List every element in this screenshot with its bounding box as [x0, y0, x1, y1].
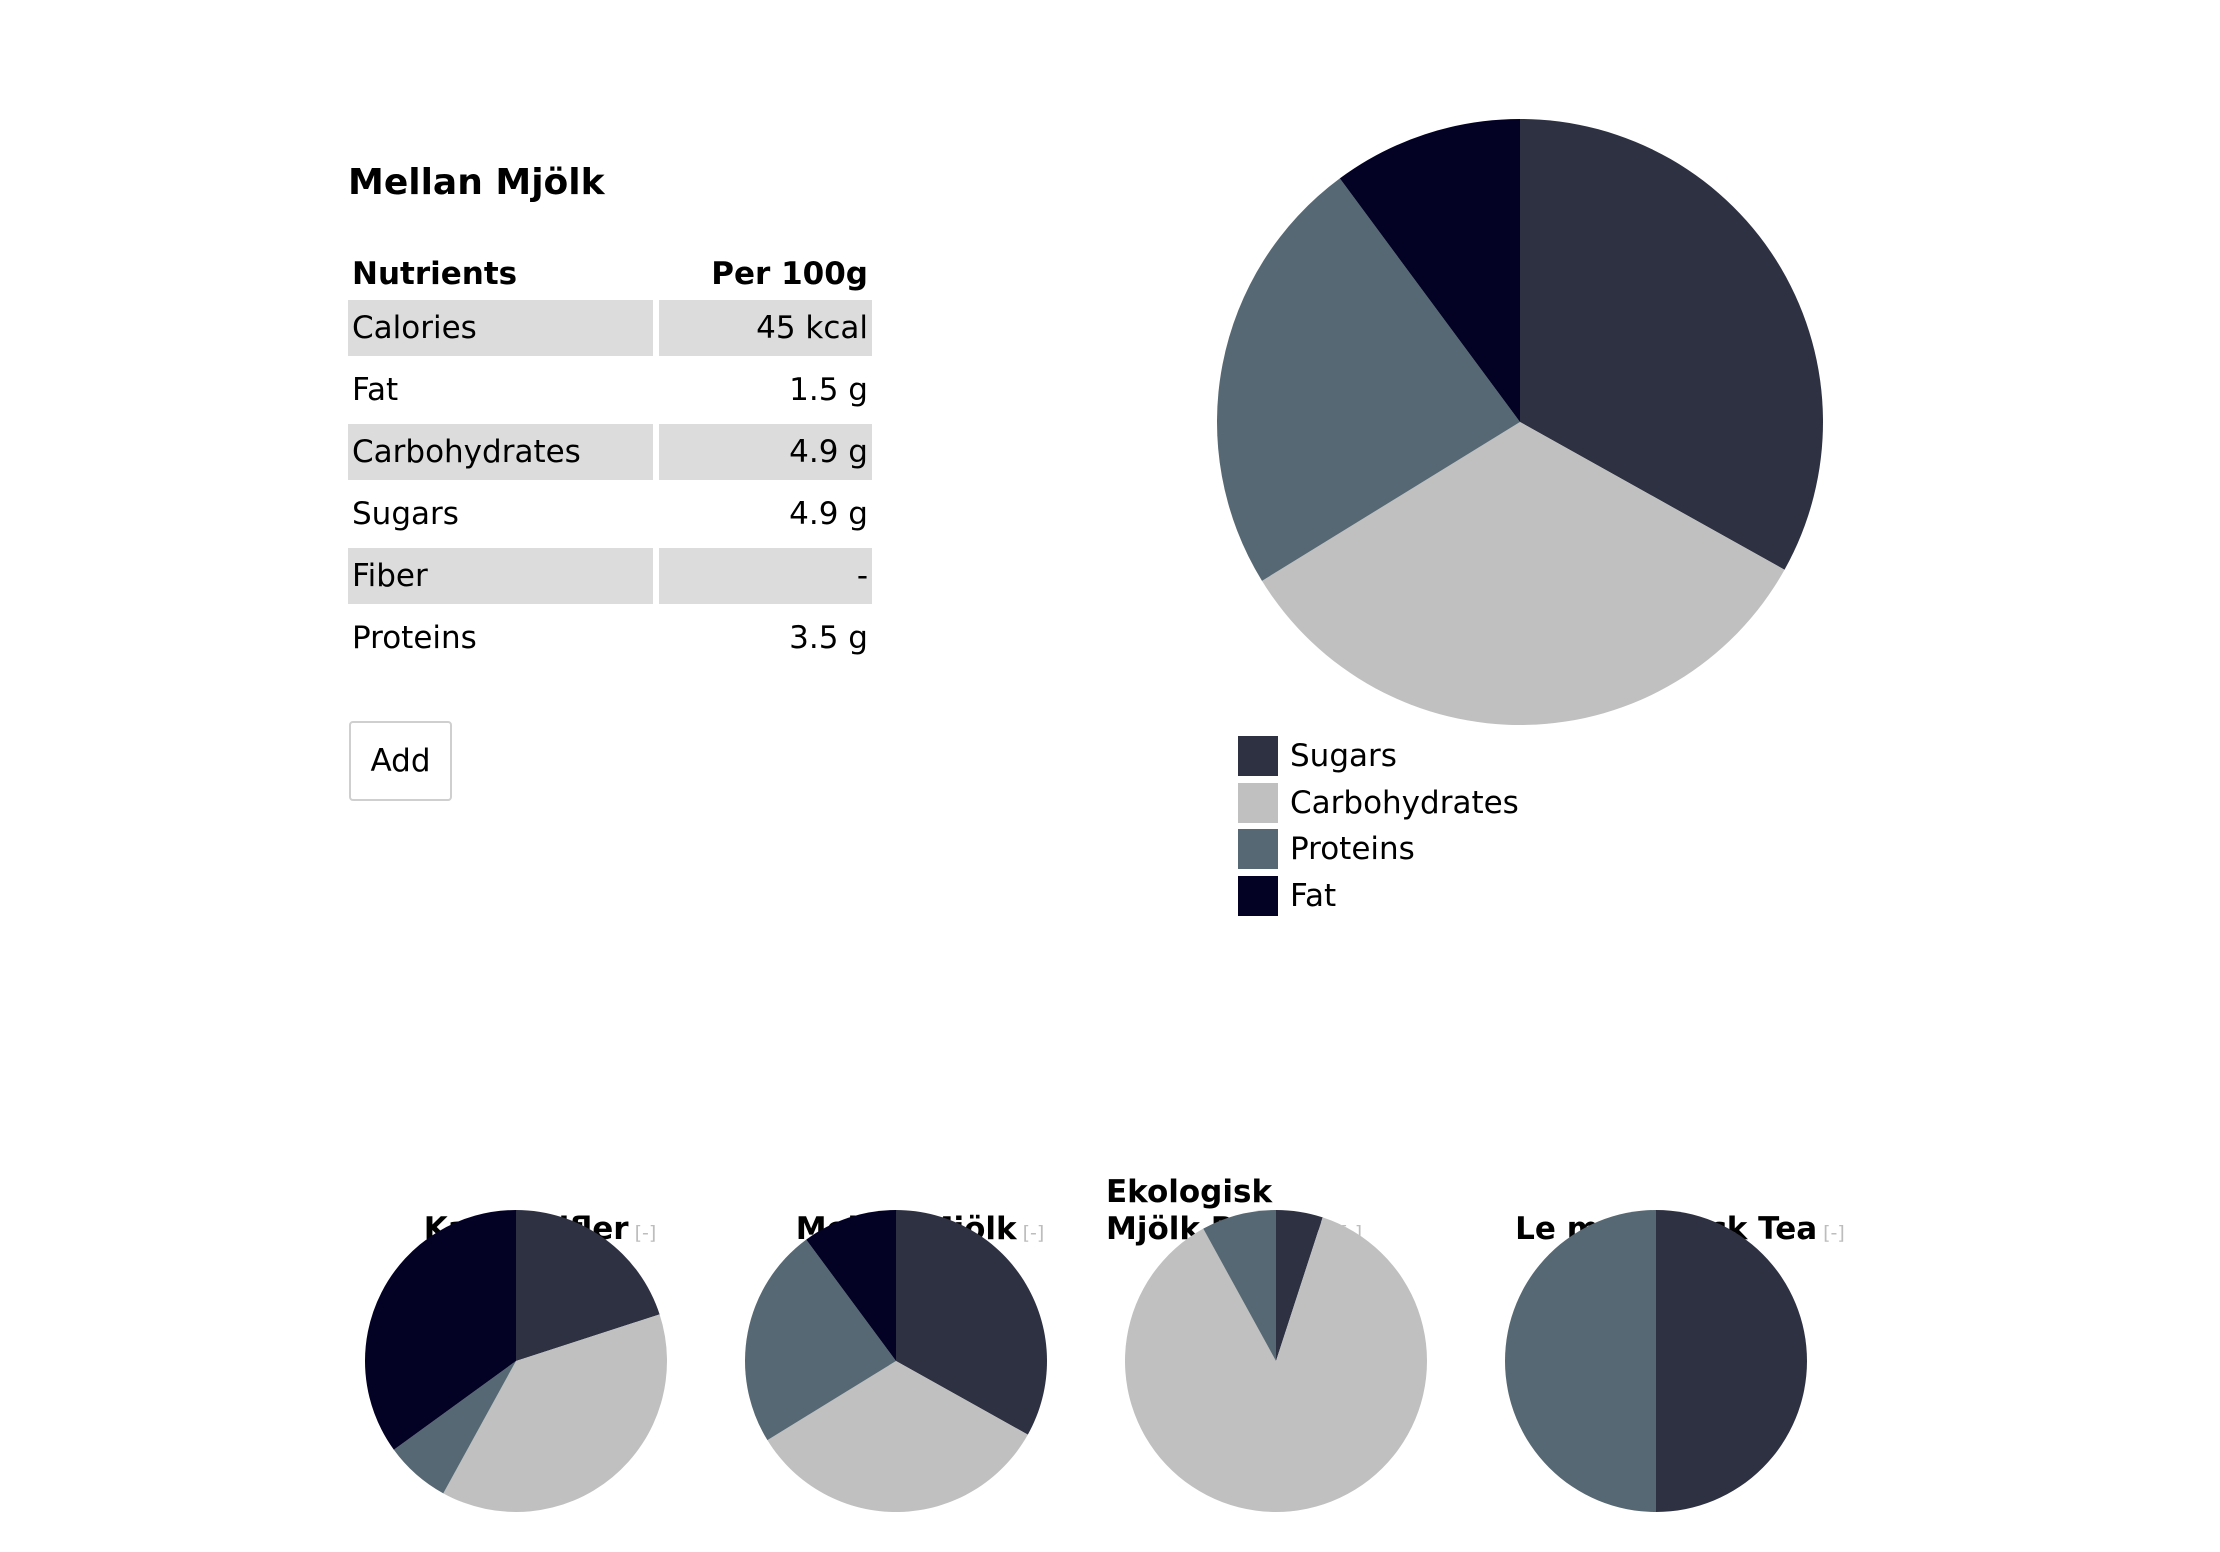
- legend-label: Proteins: [1290, 831, 1415, 868]
- nutrient-name: Sugars: [352, 496, 459, 532]
- legend-swatch-carbohydrates: [1238, 782, 1278, 823]
- pie-slice-carbohydrates: [443, 1314, 667, 1512]
- table-row: Fat 1.5 g: [348, 362, 872, 418]
- main-pie-chart: [1217, 119, 1823, 726]
- legend-label: Carbohydrates: [1290, 784, 1519, 821]
- nutrient-value: 45 kcal: [659, 300, 872, 356]
- product-card-ekologisk-mjolk-potatis: Ekologisk Mjölk Potatis[-]: [1106, 1090, 1480, 1530]
- legend-item-fat: Fat: [1238, 873, 1519, 920]
- remove-link[interactable]: [-]: [634, 1222, 657, 1244]
- remove-link[interactable]: [-]: [1022, 1222, 1045, 1244]
- nutrition-table: Nutrients Per 100g Calories 45 kcal Fat …: [342, 248, 878, 672]
- legend-swatch-proteins: [1238, 829, 1278, 870]
- pie-slice-proteins: [1505, 1210, 1656, 1512]
- nutrient-name: Fiber: [348, 548, 654, 604]
- legend-label: Fat: [1290, 877, 1337, 914]
- legend-item-carbohydrates: Carbohydrates: [1238, 780, 1519, 827]
- table-row: Calories 45 kcal: [348, 300, 872, 356]
- product-card-le-mon-black-tea: Le mon Black Tea[-]: [1500, 1090, 1860, 1530]
- table-row: Sugars 4.9 g: [348, 486, 872, 542]
- nutrient-value: 4.9 g: [789, 496, 868, 532]
- nutrients-header: Nutrients: [352, 256, 518, 292]
- nutrient-value: 1.5 g: [789, 372, 868, 408]
- pie-slice-proteins: [1203, 1210, 1276, 1361]
- pie-slice-fat: [806, 1210, 896, 1361]
- small-pie-chart: [745, 1210, 1047, 1512]
- pie-slice-carbohydrates: [1125, 1217, 1427, 1512]
- nutrient-name: Calories: [348, 300, 654, 356]
- pie-slice-sugars: [516, 1210, 660, 1361]
- chart-legend: Sugars Carbohydrates Proteins Fat: [1238, 733, 1519, 919]
- nutrient-value: -: [659, 548, 872, 604]
- legend-label: Sugars: [1290, 738, 1397, 775]
- table-row: Fiber -: [348, 548, 872, 604]
- pie-slice-sugars: [1520, 119, 1823, 570]
- small-pie-chart: [1505, 1210, 1807, 1512]
- pie-slice-sugars: [1276, 1210, 1323, 1361]
- pie-slice-fat: [365, 1210, 516, 1450]
- pie-slice-proteins: [393, 1361, 516, 1494]
- remove-link[interactable]: [-]: [1823, 1222, 1845, 1244]
- nutrient-value: 3.5 g: [789, 620, 868, 656]
- legend-item-proteins: Proteins: [1238, 826, 1519, 873]
- product-title: Mellan Mjölk: [348, 162, 605, 203]
- small-pie-chart: [365, 1210, 667, 1512]
- pie-slice-carbohydrates: [1261, 422, 1785, 726]
- pie-slice-sugars: [896, 1210, 1047, 1435]
- per-100g-header: Per 100g: [711, 256, 868, 292]
- nutrient-name: Carbohydrates: [348, 424, 654, 480]
- nutrient-value: 4.9 g: [659, 424, 872, 480]
- nutrient-name: Fat: [352, 372, 399, 408]
- pie-slice-proteins: [745, 1239, 896, 1441]
- product-card-mellan-mjolk: Mellan Mjölk[-]: [740, 1090, 1100, 1530]
- table-row: Carbohydrates 4.9 g: [348, 424, 872, 480]
- legend-swatch-sugars: [1238, 736, 1278, 777]
- table-header-row: Nutrients Per 100g: [348, 254, 872, 294]
- pie-slice-carbohydrates: [767, 1361, 1028, 1512]
- nutrient-name: Proteins: [352, 620, 477, 656]
- pie-slice-fat: [1339, 119, 1520, 422]
- table-row: Proteins 3.5 g: [348, 610, 872, 666]
- legend-swatch-fat: [1238, 875, 1278, 916]
- legend-item-sugars: Sugars: [1238, 733, 1519, 780]
- add-button[interactable]: Add: [349, 721, 452, 801]
- pie-slice-sugars: [1656, 1210, 1807, 1512]
- pie-slice-proteins: [1217, 178, 1520, 581]
- product-card-kanel-gifler: Kanel Gifler[-]: [360, 1090, 720, 1530]
- small-pie-chart: [1125, 1210, 1427, 1512]
